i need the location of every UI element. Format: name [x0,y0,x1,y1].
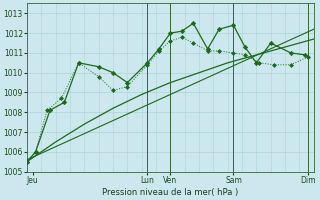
X-axis label: Pression niveau de la mer( hPa ): Pression niveau de la mer( hPa ) [102,188,238,197]
